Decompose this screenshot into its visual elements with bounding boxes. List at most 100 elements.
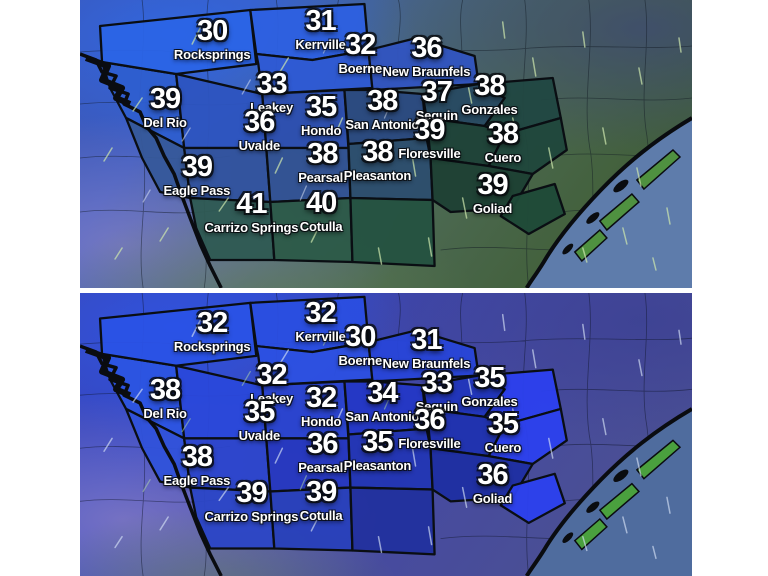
station-rocksprings: 32 Rocksprings [174,309,251,354]
city-label: Leakey [250,390,293,406]
temperature-value: 33 [421,366,453,399]
station-boerne: 30 Boerne [338,320,383,368]
station-san-antonio: 34 San Antonio [345,378,420,424]
city-label: Eagle Pass [163,182,231,198]
station-new-braunfels: 36 New Braunfels [382,32,471,80]
weather-map-panel-top: 30 Rocksprings 31 Kerrville 32 Boerne 36… [80,0,692,288]
gulf-of-mexico [524,407,692,576]
city-label: Hondo [301,122,342,138]
station-boerne: 32 Boerne [338,28,382,75]
city-label: Cuero [484,149,522,165]
gulf-of-mexico [524,116,692,288]
coastline [524,407,692,576]
county-dimmit [189,196,276,262]
station-san-antonio: 38 San Antonio [345,87,420,133]
temperature-value: 35 [244,396,275,429]
temperature-value: 38 [149,373,181,406]
temperature-value: 39 [149,82,181,115]
rio-grande-river [80,52,223,288]
city-label: Uvalde [238,137,281,153]
temperature-value: 39 [414,113,445,146]
coastal-bays [562,179,629,255]
station-hondo: 35 Hondo [301,90,342,138]
temperature-value: 35 [474,361,505,394]
station-seguin: 33 Seguin [416,366,458,413]
temperature-value: 35 [305,90,337,123]
city-label: Kerrville [295,36,346,52]
temperature-value: 36 [477,458,508,491]
station-rocksprings: 30 Rocksprings [173,16,251,62]
city-label: Boerne [338,352,383,368]
station-kerrville: 32 Kerrville [295,297,346,345]
temperature-value: 40 [305,186,337,219]
county-kendall-comal [367,329,480,383]
station-pearsall: 36 Pearsall [298,428,347,476]
city-label: Pearsall [298,169,347,185]
basemap-bottom [80,293,692,576]
city-label: Cotulla [299,218,343,234]
temperature-value: 32 [345,28,376,61]
temperature-value: 31 [411,324,442,357]
city-label: Goliad [472,490,513,506]
temperature-value: 33 [256,67,287,100]
temperature-value: 36 [411,32,442,65]
city-label: Rocksprings [173,46,251,62]
city-label: New Braunfels [382,64,471,80]
station-del-rio: 39 Del Rio [143,82,187,130]
barrier-islands [573,148,682,263]
city-label: Pearsall [298,460,347,476]
temperature-value: 38 [362,135,393,168]
city-label: Gonzales [461,102,518,118]
station-floresville: 39 Floresville [398,113,460,160]
city-label: Hondo [301,413,342,429]
county-fill-layer [98,295,568,556]
temperature-value: 36 [244,105,275,138]
county-dewitt [487,407,568,466]
temperature-value: 37 [421,75,453,108]
station-carrizo-springs: 39 Carrizo Springs [204,477,299,525]
station-goliad: 39 Goliad [473,168,512,215]
station-leakey: 33 Leakey [250,67,293,115]
station-floresville: 36 Floresville [398,404,460,451]
station-hondo: 32 Hondo [301,383,342,429]
station-cotulla: 39 Cotulla [300,478,343,523]
temperature-value: 36 [414,404,445,437]
city-label: Uvalde [238,428,281,444]
temperature-value: 38 [474,70,505,103]
city-label: Eagle Pass [163,472,231,488]
county-goliad [499,182,566,236]
city-label: Leakey [250,99,293,115]
temperature-value: 32 [305,297,336,330]
temperature-value: 30 [345,320,376,353]
temperature-value: 36 [307,428,338,461]
city-label: Kerrville [295,329,346,345]
temperature-value: 39 [477,168,508,201]
county-edwards [98,8,258,76]
city-label: Del Rio [143,405,187,421]
city-label: San Antonio [345,408,420,424]
wind-streaks-layer [103,21,682,271]
station-eagle-pass: 39 Eagle Pass [163,152,231,198]
city-label: Seguin [415,107,458,123]
station-pleasanton: 35 Pleasanton [344,425,412,472]
city-label: Carrizo Springs [204,509,299,525]
city-label: Del Rio [143,114,187,130]
temperature-value: 35 [487,408,519,441]
temperature-value: 38 [307,137,338,170]
rio-grande-river [80,344,223,576]
county-mcmullen [349,196,436,268]
temperature-value: 35 [362,425,393,458]
county-edwards [98,301,258,367]
station-cuero: 38 Cuero [484,119,522,165]
county-fill-layer [98,2,568,268]
station-seguin: 37 Seguin [415,75,458,123]
county-mcmullen [349,486,436,556]
city-label: Cuero [484,440,522,456]
station-pearsall: 38 Pearsall [298,137,347,185]
station-cotulla: 40 Cotulla [299,186,343,234]
station-gonzales: 38 Gonzales [461,70,518,118]
temperature-value: 39 [236,477,267,510]
coastline [524,116,692,288]
city-label: San Antonio [345,117,420,133]
